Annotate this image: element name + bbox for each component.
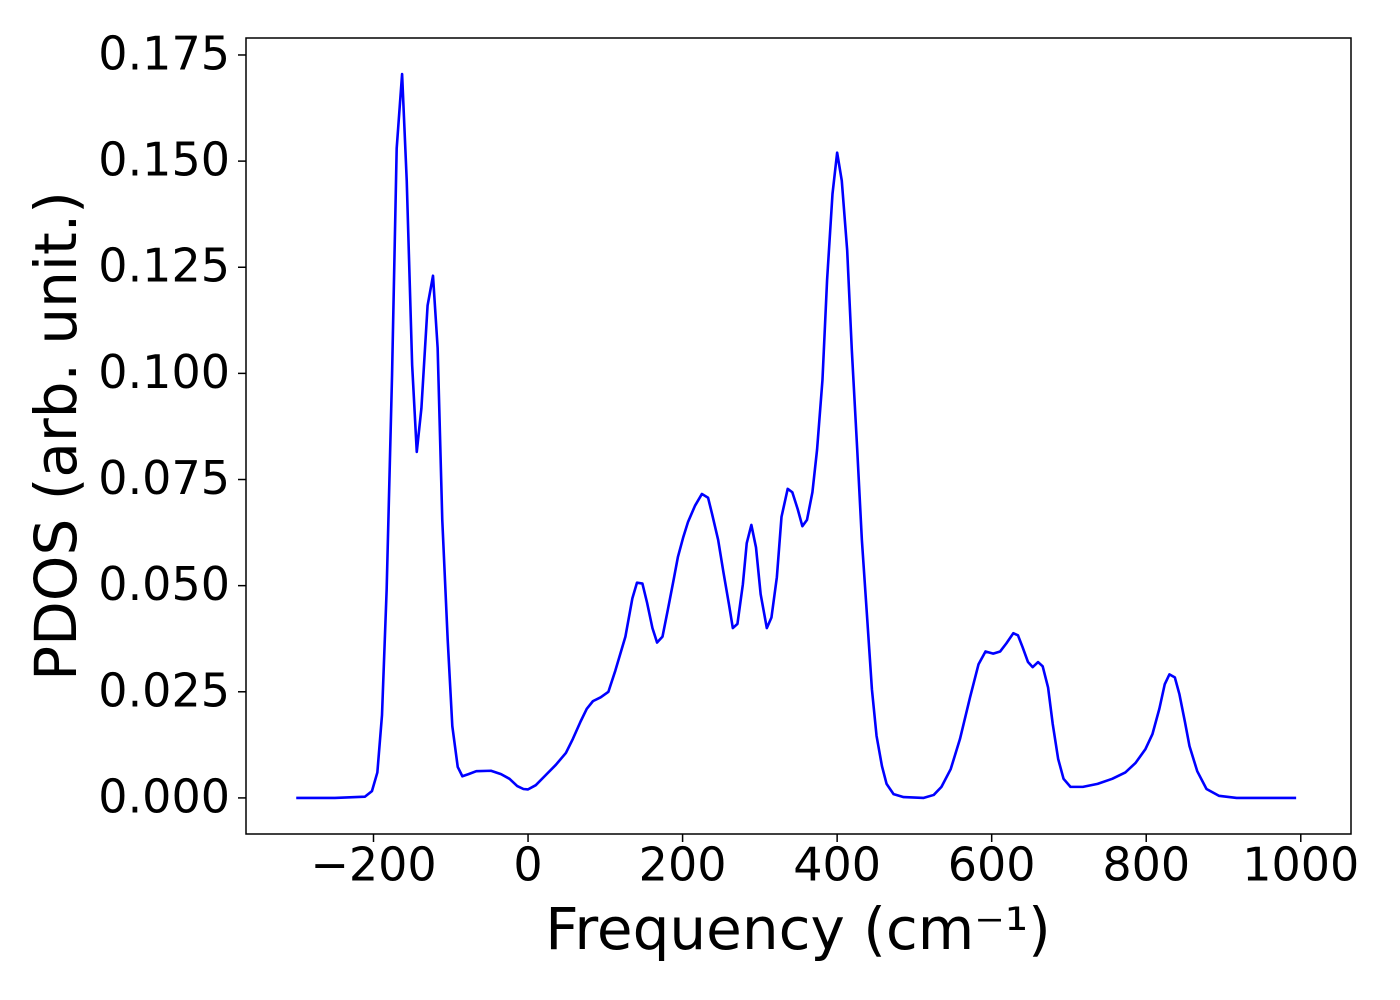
x-axis-label: Frequency (cm⁻¹) bbox=[545, 895, 1051, 963]
x-tick-label: 0 bbox=[513, 838, 542, 892]
x-tick-label: 1000 bbox=[1242, 838, 1359, 892]
y-tick-label: 0.075 bbox=[98, 451, 230, 505]
pdos-line bbox=[296, 72, 1297, 800]
y-tick-label: 0.025 bbox=[98, 663, 230, 717]
plot-frame bbox=[245, 37, 1352, 835]
y-tick-label: 0.125 bbox=[98, 239, 230, 293]
x-tick-label: 200 bbox=[639, 838, 727, 892]
x-tick-label: 800 bbox=[1102, 838, 1190, 892]
y-tick-label: 0.000 bbox=[98, 769, 230, 823]
y-axis-label: PDOS (arb. unit.) bbox=[22, 191, 90, 681]
y-tick-label: 0.100 bbox=[98, 345, 230, 399]
y-tick-label: 0.150 bbox=[98, 133, 230, 187]
x-tick-label: −200 bbox=[310, 838, 436, 892]
x-tick-label: 600 bbox=[948, 838, 1036, 892]
y-tick-label: 0.050 bbox=[98, 557, 230, 611]
x-tick-label: 400 bbox=[793, 838, 881, 892]
y-tick-label: 0.175 bbox=[98, 26, 230, 80]
